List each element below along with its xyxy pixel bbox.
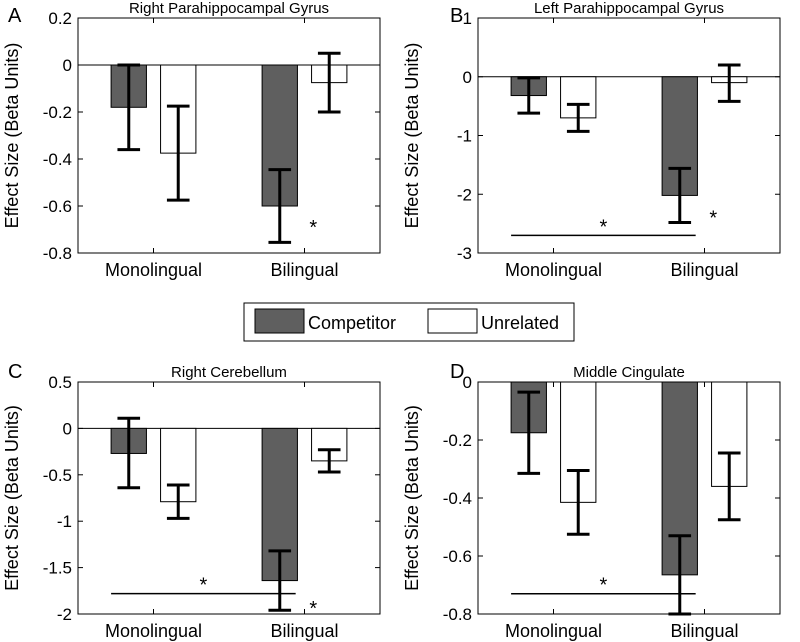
y-tick-label: -3 — [457, 244, 472, 263]
plot-frame — [77, 381, 381, 615]
panel-letter: C — [8, 361, 22, 383]
bar-competitor — [661, 381, 698, 576]
x-category-label: Bilingual — [670, 260, 738, 280]
y-tick-label: -0.5 — [43, 466, 72, 485]
x-category-label: Monolingual — [505, 621, 602, 641]
significance-star: * — [309, 217, 317, 239]
y-axis-label: Effect Size (Beta Units) — [402, 43, 422, 229]
x-category-label: Bilingual — [270, 260, 338, 280]
y-axis-label: Effect Size (Beta Units) — [2, 405, 22, 591]
y-tick-label: -2 — [457, 185, 472, 204]
y-tick-label: 0 — [63, 419, 72, 438]
y-axis-label: Effect Size (Beta Units) — [2, 43, 22, 229]
y-tick-label: 0.2 — [48, 9, 72, 28]
panel-a: 0.2 0 -0.2 -0.4 -0.6 -0.8 Monolingual Bilingual… — [2, 0, 381, 280]
y-tick-label: 0 — [63, 56, 72, 75]
y-tick-label: -0.8 — [443, 605, 472, 624]
y-tick-label: -0.4 — [43, 150, 72, 169]
plot-frame — [77, 17, 381, 254]
significance-star: * — [199, 575, 207, 597]
y-tick-label: -1 — [57, 512, 72, 531]
panel-d: 0 -0.2 -0.4 -0.6 -0.8 Monolingual Bilingual * Mi… — [402, 361, 781, 641]
y-tick-label: 0 — [463, 68, 472, 87]
x-category-label: Bilingual — [270, 621, 338, 641]
legend-label-competitor: Competitor — [308, 313, 396, 333]
y-tick-label: -0.2 — [43, 103, 72, 122]
y-tick-label: -0.8 — [43, 244, 72, 263]
x-category-label: Monolingual — [105, 260, 202, 280]
panel-title: Left Parahippocampal Gyrus — [534, 0, 724, 17]
plot-frame — [477, 17, 781, 254]
panel-letter: B — [450, 5, 463, 27]
y-tick-label: 0.5 — [48, 373, 72, 392]
y-tick-label: -1 — [457, 127, 472, 146]
panel-letter: D — [450, 361, 464, 383]
y-tick-label: 0 — [463, 373, 472, 392]
y-axis-label: Effect Size (Beta Units) — [402, 405, 422, 591]
panel-title: Right Cerebellum — [171, 364, 287, 381]
y-tick-label: -2 — [57, 605, 72, 624]
y-tick-label: -0.6 — [443, 547, 472, 566]
significance-star: * — [599, 575, 607, 597]
panel-title: Middle Cingulate — [573, 364, 685, 381]
y-tick-label: -0.2 — [443, 431, 472, 450]
legend: Competitor Unrelated — [243, 302, 575, 342]
y-tick-label: -1.5 — [43, 559, 72, 578]
y-tick-label: 1 — [463, 9, 472, 28]
legend-swatch-unrelated — [427, 308, 478, 334]
x-category-label: Bilingual — [670, 621, 738, 641]
legend-swatch-competitor — [254, 308, 305, 334]
x-category-label: Monolingual — [105, 621, 202, 641]
x-category-label: Monolingual — [505, 260, 602, 280]
y-tick-label: -0.6 — [43, 197, 72, 216]
panel-title: Right Parahippocampal Gyrus — [129, 0, 329, 17]
y-tick-label: -0.4 — [443, 489, 472, 508]
legend-label-unrelated: Unrelated — [481, 313, 559, 333]
significance-star: * — [709, 208, 717, 230]
significance-star: * — [599, 216, 607, 238]
panel-b: 1 0 -1 -2 -3 Monolingual Bilingual * * Left Parah… — [402, 0, 781, 280]
significance-star: * — [309, 598, 317, 620]
panel-letter: A — [8, 5, 22, 27]
